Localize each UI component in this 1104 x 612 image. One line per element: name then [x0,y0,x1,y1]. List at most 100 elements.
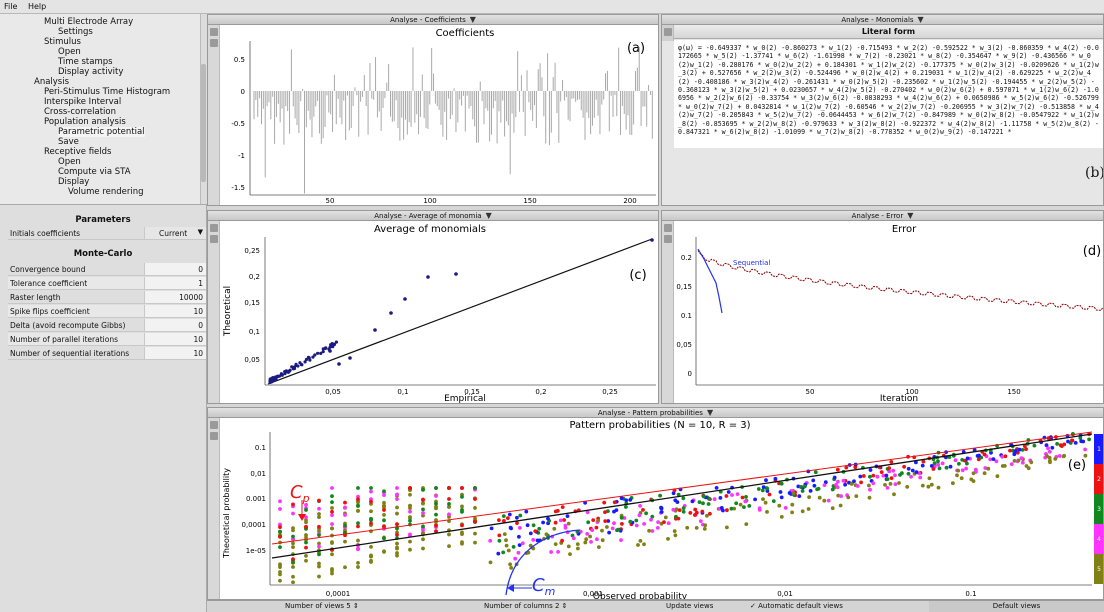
tree-item[interactable]: Display [58,177,90,187]
average-window-title: Analyse - Average of monomia [374,212,482,220]
pattern-point [937,466,942,471]
pattern-point [460,504,464,509]
pattern-point [822,483,827,487]
legend-color-swatch [1094,554,1103,584]
tool-icon[interactable] [210,235,218,243]
tree-item[interactable]: Settings [58,27,93,37]
param-value-field[interactable]: 10 [144,347,206,359]
tree-item[interactable]: Volume rendering [68,187,144,197]
chevron-down-icon[interactable]: ▼ [485,211,492,220]
default-views-button[interactable]: Default views [929,601,1104,612]
tree-item[interactable]: Peri-Stimulus Time Histogram [44,87,171,97]
pattern-point [676,516,681,521]
pattern-point [698,519,703,523]
pattern-point [330,513,334,518]
pattern-point [571,536,576,541]
pattern-point [1013,449,1018,453]
tick-label: -1 [238,152,245,160]
pattern-point [1029,460,1034,465]
tool-icon[interactable] [210,432,218,440]
tree-item[interactable]: Time stamps [58,57,113,67]
menu-file[interactable]: File [4,2,18,11]
coefficients-titlebar[interactable]: Analyse - Coefficients ▼ [208,15,658,25]
error-titlebar[interactable]: Analyse - Error ▼ [662,211,1103,221]
pattern-point [408,518,412,523]
tree-item[interactable]: Open [58,157,81,167]
pattern-point [356,524,360,529]
pattern-point [1003,454,1008,459]
spin-arrows-icon[interactable]: ⇕ [353,602,359,610]
pattern-point [1070,438,1075,443]
param-value-field[interactable]: 10 [144,333,206,345]
pin-icon[interactable] [664,224,672,232]
pin-icon[interactable] [210,28,218,36]
pattern-point [843,482,847,487]
tree-item[interactable]: Compute via STA [58,167,131,177]
pattern-point [702,527,707,531]
pin-icon[interactable] [210,421,218,429]
tree-item[interactable]: Multi Electrode Array [44,17,134,27]
tree-item[interactable]: Population analysis [44,117,126,127]
tree-item[interactable]: Display activity [58,67,124,77]
tree-item[interactable]: Parametric potential [58,127,145,137]
pattern-titlebar[interactable]: Analyse - Pattern probabilities ▼ [208,408,1103,418]
pattern-point [642,542,646,547]
pattern-point [761,497,765,501]
tool-icon[interactable] [210,39,218,47]
pattern-point [868,474,872,479]
param-value-field[interactable]: 1 [144,277,206,289]
tree-item[interactable]: Cross-correlation [44,107,116,117]
pattern-point [920,463,925,468]
pattern-point [382,508,386,512]
chevron-down-icon[interactable]: ▼ [907,211,914,220]
tool-icon[interactable] [664,235,672,243]
chevron-down-icon[interactable]: ▼ [469,15,476,24]
pattern-point [1022,444,1027,448]
tree-item[interactable]: Stimulus [44,37,81,47]
param-value-field[interactable]: 10000 [144,291,206,303]
pattern-point [744,522,749,526]
average-point [283,371,287,376]
tree-item[interactable]: Interspike Interval [44,97,122,107]
pattern-point [278,562,282,567]
pattern-point [395,532,399,537]
pattern-point [369,553,373,558]
average-titlebar[interactable]: Analyse - Average of monomia ▼ [208,211,658,221]
param-value-field[interactable]: 0 [144,263,206,275]
literal-form-box[interactable]: φ(ω) = -0.649337 * w_0(2) -0.860273 * w_… [674,40,1103,148]
initials-select[interactable]: Current ▼ [144,227,206,239]
pattern-point [330,522,334,526]
tree-item[interactable]: Receptive fields [44,147,112,157]
pattern-point [1017,447,1022,452]
pin-icon[interactable] [664,28,672,36]
pin-icon[interactable] [210,224,218,232]
monomials-titlebar[interactable]: Analyse - Monomials ▼ [662,15,1103,25]
columns-spinbox[interactable]: Number of columns 2 ⇕ [484,602,568,610]
pattern-point [531,523,536,528]
pattern-point [382,536,386,541]
tree-item[interactable]: Open [58,47,81,57]
spin-arrows-icon[interactable]: ⇕ [561,602,568,610]
automatic-default-views-checkbox[interactable]: ✓ Automatic default views [750,602,843,610]
update-views-button[interactable]: Update views [666,602,714,610]
tree-scrollbar-thumb[interactable] [201,64,206,182]
pattern-point [806,507,811,511]
pattern-point [836,479,840,484]
param-value-field[interactable]: 10 [144,305,206,317]
chevron-down-icon[interactable]: ▼ [917,15,924,24]
pattern-point [330,541,334,545]
pattern-point [356,547,360,552]
pattern-point [891,468,896,473]
pattern-point [518,526,522,530]
chevron-down-icon[interactable]: ▼ [706,408,714,417]
param-value-field[interactable]: 0 [144,319,206,331]
error-chart: Error (d) Iteration 0.2 0,15 0.1 0,05 0 50 100… [676,224,1103,403]
views-spinbox[interactable]: Number of views 5 ⇕ [285,602,359,610]
pattern-point [304,558,308,563]
pattern-point [663,515,668,520]
tree-item[interactable]: Save [58,137,79,147]
pattern-point [971,471,976,476]
pattern-point [957,461,961,466]
menu-help[interactable]: Help [27,2,47,11]
tree-item[interactable]: Analysis [34,77,70,87]
